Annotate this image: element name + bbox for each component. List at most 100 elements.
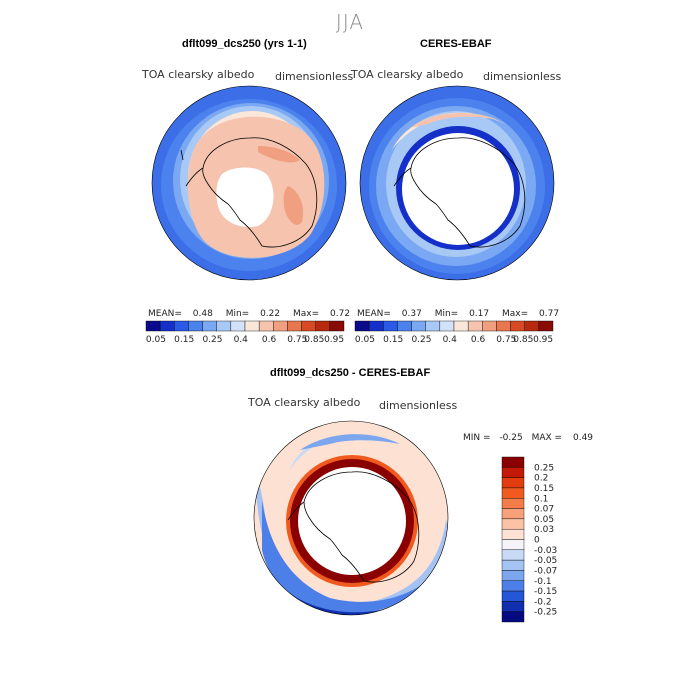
colorbar-tick-label: 0.95 [533, 335, 553, 345]
colorbar-swatch [501, 539, 525, 551]
colorbar-tick-label: 0.2 [534, 474, 548, 484]
mean-label: MEAN= [148, 309, 182, 319]
colorbar-tick-label: 0 [534, 536, 540, 546]
colorbar-tick-label: 0.75 [496, 335, 516, 345]
min-value: 0.17 [469, 309, 490, 319]
colorbar-swatch [501, 549, 525, 561]
colorbar-swatch [145, 320, 161, 332]
diff-colorbar: 0.250.20.150.10.070.050.030-0.03-0.05-0.… [501, 456, 557, 623]
colorbar-swatch [510, 320, 525, 332]
colorbar-swatch [159, 320, 175, 332]
colorbar-swatch [501, 518, 525, 530]
colorbar-swatch [501, 601, 525, 612]
colorbar-tick-label: 0.4 [443, 335, 458, 345]
panel2-title: CERES-EBAF [420, 38, 492, 50]
colorbar-tick-label: 0.05 [355, 335, 375, 345]
panel1-stats: MEAN= 0.48 Min= 0.22 Max= 0.72 [148, 309, 350, 319]
colorbar-swatch [273, 320, 288, 332]
colorbar-swatch [329, 320, 345, 332]
colorbar-tick-label: -0.25 [534, 608, 557, 618]
colorbar-swatch [188, 320, 203, 332]
panel3-map [253, 420, 449, 616]
colorbar-swatch [397, 320, 412, 332]
mean-value: 0.37 [401, 309, 422, 319]
max-label: Max= [502, 309, 529, 319]
colorbar-tick-label: 0.15 [534, 484, 554, 494]
panel2-variable: TOA clearsky albedo [351, 68, 464, 81]
colorbar-swatch [538, 320, 554, 332]
colorbar-tick-label: 0.05 [534, 515, 554, 525]
panel1-variable: TOA clearsky albedo [142, 68, 255, 81]
colorbar-swatch [501, 477, 525, 489]
colorbar-swatch [501, 456, 525, 468]
panel1-units: dimensionless [275, 70, 354, 83]
colorbar-tick-label: 0.05 [146, 335, 166, 345]
colorbar-swatch [501, 590, 525, 602]
colorbar-swatch [496, 320, 511, 332]
mean-value: 0.48 [192, 309, 213, 319]
colorbar-swatch [244, 320, 260, 332]
colorbar-tick-label: -0.03 [534, 546, 557, 556]
colorbar-tick-label: -0.2 [534, 597, 552, 607]
colorbar-swatch [501, 487, 525, 499]
colorbar-swatch [383, 320, 398, 332]
colorbar-tick-label: -0.05 [534, 556, 557, 566]
colorbar-swatch [501, 570, 525, 581]
panel3-variable: TOA clearsky albedo [248, 396, 361, 409]
colorbar-swatch [501, 528, 525, 540]
colorbar-swatch [482, 320, 497, 332]
max-value: 0.72 [330, 309, 351, 319]
colorbar-tick-label: 0.6 [471, 335, 486, 345]
colorbar-swatch [524, 320, 540, 332]
colorbar-swatch [287, 320, 302, 332]
colorbar-tick-label: 0.85 [304, 335, 324, 345]
abs-colorbar-2: 0.05 0.15 0.25 0.4 0.6 0.750.85 0.95 [354, 320, 554, 345]
colorbar-swatch [354, 320, 370, 332]
colorbar-tick-label: 0.6 [262, 335, 277, 345]
figure-title: JJA [335, 10, 365, 34]
min-value: -0.25 [499, 433, 523, 443]
min-label: MIN = [463, 433, 491, 443]
colorbar-tick-label: 0.15 [174, 335, 194, 345]
abs-colorbar-1: 0.05 0.15 0.25 0.4 0.6 0.750.85 0.95 [145, 320, 345, 345]
panel2-units: dimensionless [483, 70, 562, 83]
panel1-map [151, 85, 347, 281]
colorbar-tick-label: 0.07 [534, 505, 554, 515]
colorbar-swatch [453, 320, 469, 332]
colorbar-swatch [425, 320, 441, 332]
panel2-map [359, 85, 555, 281]
colorbar-swatch [501, 498, 525, 509]
colorbar-tick-label: -0.15 [534, 587, 557, 597]
min-label: Min= [434, 309, 459, 319]
colorbar-tick-label: 0.75 [287, 335, 307, 345]
colorbar-swatch [501, 580, 525, 592]
max-label: Max= [293, 309, 320, 319]
colorbar-tick-label: 0.15 [383, 335, 403, 345]
colorbar-tick-label: 0.25 [411, 335, 431, 345]
colorbar-tick-label: 0.85 [513, 335, 533, 345]
colorbar-tick-label: 0.4 [234, 335, 249, 345]
colorbar-swatch [368, 320, 384, 332]
colorbar-tick-label: -0.1 [534, 577, 552, 587]
min-value: 0.22 [260, 309, 281, 319]
panel1-title: dflt099_dcs250 (yrs 1-1) [182, 38, 307, 50]
panel3-units: dimensionless [379, 399, 458, 412]
max-value: 0.49 [572, 433, 594, 443]
antarctica-outline [410, 137, 526, 248]
colorbar-swatch [501, 559, 525, 571]
panel2-stats: MEAN= 0.37 Min= 0.17 Max= 0.77 [357, 309, 559, 319]
colorbar-swatch [202, 320, 217, 332]
colorbar-swatch [174, 320, 189, 332]
max-value: 0.77 [539, 309, 560, 319]
max-label: MAX = [531, 433, 563, 443]
colorbar-swatch [315, 320, 331, 332]
colorbar-swatch [501, 508, 525, 520]
colorbar-tick-label: 0.03 [534, 525, 554, 535]
colorbar-tick-label: 0.25 [534, 463, 554, 473]
panel3-title: dflt099_dcs250 - CERES-EBAF [270, 367, 431, 379]
colorbar-swatch [230, 320, 246, 332]
min-label: Min= [225, 309, 250, 319]
colorbar-swatch [501, 611, 525, 623]
colorbar-swatch [467, 320, 483, 332]
